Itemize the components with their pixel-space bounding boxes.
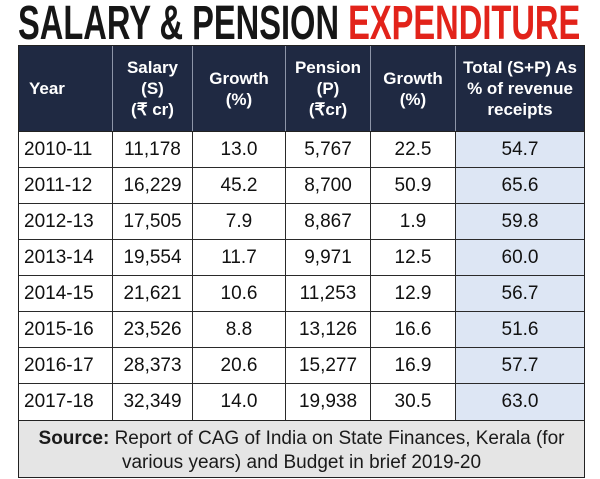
- title-part-red: EXPENDITURE: [348, 0, 581, 50]
- chart-title: SALARY & PENSION EXPENDITURE: [18, 0, 593, 50]
- cell-pension: 13,126: [286, 312, 371, 347]
- header-line: Growth: [383, 68, 443, 88]
- cell-pension: 8,700: [286, 168, 371, 203]
- header-line: (%): [399, 89, 427, 109]
- cell-salary: 17,505: [113, 204, 193, 239]
- cell-pension-growth: 50.9: [371, 168, 456, 203]
- cell-year: 2013-14: [19, 240, 113, 275]
- cell-salary-growth: 8.8: [193, 312, 286, 347]
- header-line: Growth: [209, 68, 269, 88]
- cell-total-share: 51.6: [456, 312, 584, 347]
- cell-pension-growth: 22.5: [371, 132, 456, 167]
- cell-pension-growth: 30.5: [371, 384, 456, 420]
- table-row: 2014-15 21,621 10.6 11,253 12.9 56.7: [19, 276, 584, 312]
- header-line: Year: [29, 79, 65, 98]
- cell-total-share: 65.6: [456, 168, 584, 203]
- header-year: Year: [19, 46, 113, 131]
- cell-year: 2012-13: [19, 204, 113, 239]
- cell-total-share: 59.8: [456, 204, 584, 239]
- header-line: Pension: [294, 58, 362, 77]
- cell-year: 2015-16: [19, 312, 113, 347]
- header-pension: Pension (P) (₹cr): [286, 46, 371, 131]
- header-salary: Salary (S) (₹ cr): [113, 46, 193, 131]
- table-row: 2016-17 28,373 20.6 15,277 16.9 57.7: [19, 348, 584, 384]
- cell-total-share: 60.0: [456, 240, 584, 275]
- title-part-black: SALARY & PENSION: [18, 0, 340, 50]
- cell-salary: 11,178: [113, 132, 193, 167]
- cell-salary-growth: 13.0: [193, 132, 286, 167]
- cell-salary-growth: 11.7: [193, 240, 286, 275]
- cell-salary: 32,349: [113, 384, 193, 420]
- cell-year: 2017-18: [19, 384, 113, 420]
- header-total-share: Total (S+P) As % of revenue receipts: [456, 46, 584, 131]
- table-row: 2013-14 19,554 11.7 9,971 12.5 60.0: [19, 240, 584, 276]
- cell-pension: 9,971: [286, 240, 371, 275]
- table-row: 2010-11 11,178 13.0 5,767 22.5 54.7: [19, 132, 584, 168]
- header-line: (₹cr): [308, 100, 348, 119]
- cell-salary-growth: 7.9: [193, 204, 286, 239]
- table-row: 2017-18 32,349 14.0 19,938 30.5 63.0: [19, 384, 584, 420]
- cell-pension-growth: 16.9: [371, 348, 456, 383]
- cell-pension-growth: 12.9: [371, 276, 456, 311]
- cell-salary-growth: 45.2: [193, 168, 286, 203]
- table-header: Year Salary (S) (₹ cr) Growth (%) Pensio…: [19, 46, 584, 132]
- cell-year: 2011-12: [19, 168, 113, 203]
- header-line: (%): [225, 89, 253, 109]
- header-line: % of revenue: [467, 79, 573, 98]
- cell-total-share: 63.0: [456, 384, 584, 420]
- table-row: 2012-13 17,505 7.9 8,867 1.9 59.8: [19, 204, 584, 240]
- cell-salary: 16,229: [113, 168, 193, 203]
- source-line: various years) and Budget in brief 2019-…: [19, 451, 584, 475]
- source-text: various years) and Budget in brief 2019-…: [121, 452, 482, 473]
- header-line: receipts: [487, 100, 553, 119]
- data-table: Year Salary (S) (₹ cr) Growth (%) Pensio…: [18, 45, 585, 421]
- table-row: 2011-12 16,229 45.2 8,700 50.9 65.6: [19, 168, 584, 204]
- cell-salary-growth: 14.0: [193, 384, 286, 420]
- cell-salary: 21,621: [113, 276, 193, 311]
- cell-pension: 11,253: [286, 276, 371, 311]
- cell-salary: 19,554: [113, 240, 193, 275]
- cell-total-share: 57.7: [456, 348, 584, 383]
- header-line: Salary: [126, 58, 179, 77]
- cell-pension-growth: 12.5: [371, 240, 456, 275]
- cell-total-share: 56.7: [456, 276, 584, 311]
- source-text: Report of CAG of India on State Finances…: [114, 428, 565, 449]
- source-label: Source:: [38, 428, 110, 449]
- cell-salary-growth: 20.6: [193, 348, 286, 383]
- header-line: (₹ cr): [131, 100, 174, 119]
- cell-pension-growth: 16.6: [371, 312, 456, 347]
- cell-pension: 5,767: [286, 132, 371, 167]
- cell-year: 2014-15: [19, 276, 113, 311]
- cell-year: 2010-11: [19, 132, 113, 167]
- header-salary-growth: Growth (%): [193, 46, 286, 131]
- cell-total-share: 54.7: [456, 132, 584, 167]
- table-row: 2015-16 23,526 8.8 13,126 16.6 51.6: [19, 312, 584, 348]
- cell-salary: 23,526: [113, 312, 193, 347]
- cell-pension: 15,277: [286, 348, 371, 383]
- cell-salary-growth: 10.6: [193, 276, 286, 311]
- header-line: Total (S+P) As: [463, 58, 577, 77]
- source-line: Source: Report of CAG of India on State …: [19, 427, 584, 451]
- cell-pension-growth: 1.9: [371, 204, 456, 239]
- cell-salary: 28,373: [113, 348, 193, 383]
- source-note: Source: Report of CAG of India on State …: [18, 421, 585, 478]
- header-line: (S): [141, 79, 164, 98]
- cell-pension: 19,938: [286, 384, 371, 420]
- header-pension-growth: Growth (%): [371, 46, 456, 131]
- cell-pension: 8,867: [286, 204, 371, 239]
- cell-year: 2016-17: [19, 348, 113, 383]
- chart-title-text: SALARY & PENSION EXPENDITURE: [18, 0, 580, 48]
- header-line: (P): [316, 79, 340, 98]
